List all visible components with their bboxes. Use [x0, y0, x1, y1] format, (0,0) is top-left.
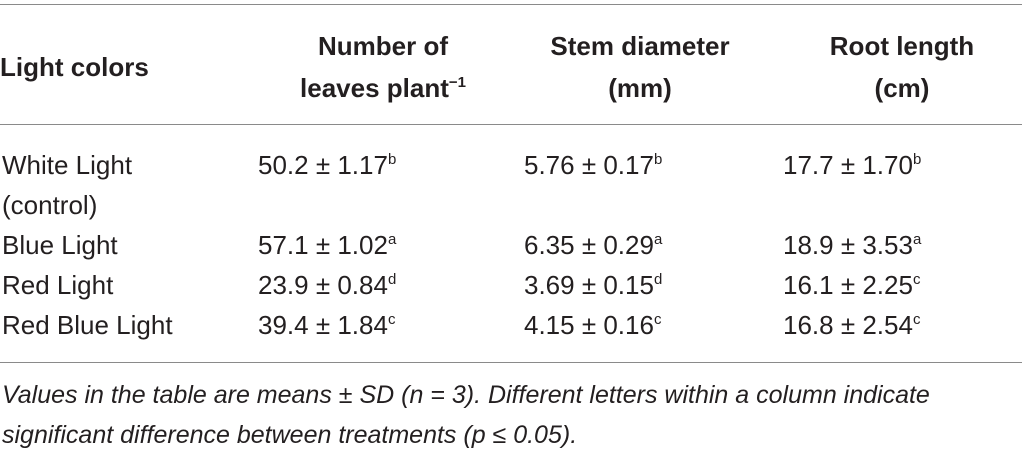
header-line: Light colors	[0, 52, 149, 82]
superscript: a	[653, 231, 663, 248]
header-line: (cm)	[874, 73, 930, 103]
header-cell: Light colors	[0, 46, 230, 88]
cell: 4.15 ± 0.16c	[524, 305, 661, 345]
footnote: Values in the table are means ± SD (n = …	[2, 381, 930, 449]
cell: 17.7 ± 1.70b	[783, 145, 921, 185]
cell: 16.1 ± 2.25c	[783, 265, 920, 305]
header-line: Root length	[829, 31, 975, 61]
header-cell: Stem diameter (mm)	[520, 25, 760, 109]
header-line: Stem diameter	[550, 31, 730, 61]
superscript: a	[387, 231, 397, 248]
cell-value: 16.8 ± 2.54	[783, 310, 913, 340]
cell: 16.8 ± 2.54c	[783, 305, 920, 345]
cell-value: 18.9 ± 3.53	[783, 230, 913, 260]
cell-value: 17.7 ± 1.70	[783, 150, 913, 180]
superscript: a	[912, 231, 922, 248]
cell: 39.4 ± 1.84c	[258, 305, 395, 345]
cell: 6.35 ± 0.29a	[524, 225, 662, 265]
header-cell: Root length (cm)	[782, 25, 1022, 109]
cell: 3.69 ± 0.15d	[524, 265, 662, 305]
superscript: −1	[448, 74, 466, 91]
header-cell: Number of leaves plant−1	[263, 25, 503, 109]
superscript: b	[653, 151, 663, 168]
superscript: b	[912, 151, 922, 168]
cell-value: 4.15 ± 0.16	[524, 310, 654, 340]
row-label: Red Blue Light	[2, 310, 173, 340]
cell-value: 39.4 ± 1.84	[258, 310, 388, 340]
row-label: White Light (control)	[2, 150, 133, 220]
superscript: c	[653, 311, 662, 328]
header-rule	[0, 124, 1022, 125]
bottom-rule	[0, 362, 1022, 363]
superscript: c	[912, 271, 921, 288]
cell: 5.76 ± 0.17b	[524, 145, 662, 185]
header-line: leaves plant−1	[300, 73, 466, 103]
superscript: c	[387, 311, 396, 328]
row-label: Blue Light	[2, 230, 118, 260]
cell: 23.9 ± 0.84d	[258, 265, 396, 305]
cell-value: 16.1 ± 2.25	[783, 270, 913, 300]
superscript: c	[912, 311, 921, 328]
cell-value: 57.1 ± 1.02	[258, 230, 388, 260]
cell: 18.9 ± 3.53a	[783, 225, 921, 265]
cell-value: 50.2 ± 1.17	[258, 150, 388, 180]
superscript: d	[653, 271, 663, 288]
top-rule	[0, 4, 1022, 5]
header-line: (mm)	[608, 73, 672, 103]
cell-value: 5.76 ± 0.17	[524, 150, 654, 180]
cell-value: 6.35 ± 0.29	[524, 230, 654, 260]
cell-value: 23.9 ± 0.84	[258, 270, 388, 300]
header-line: Number of	[318, 31, 448, 61]
cell: 50.2 ± 1.17b	[258, 145, 396, 185]
cell: 57.1 ± 1.02a	[258, 225, 396, 265]
superscript: b	[387, 151, 397, 168]
superscript: d	[387, 271, 397, 288]
cell-value: 3.69 ± 0.15	[524, 270, 654, 300]
row-label: Red Light	[2, 270, 114, 300]
